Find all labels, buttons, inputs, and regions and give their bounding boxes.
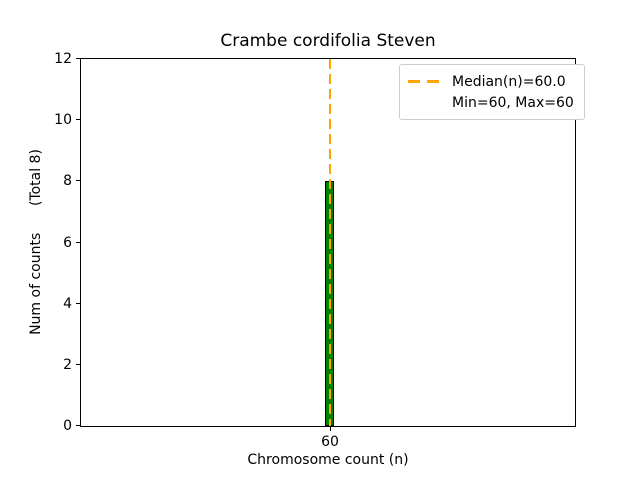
y-tick-mark [76, 364, 80, 365]
y-tick-mark [76, 242, 80, 243]
x-tick-mark [330, 427, 331, 431]
x-axis-label: Chromosome count (n) [247, 452, 409, 468]
y-tick-label: 10 [54, 112, 72, 128]
y-tick-mark [76, 119, 80, 120]
y-tick-label: 2 [63, 357, 72, 373]
median-line [329, 59, 331, 426]
y-tick-label: 4 [63, 296, 72, 312]
x-tick-label: 60 [321, 434, 339, 450]
legend-label: Min=60, Max=60 [452, 94, 574, 111]
legend-empty-handle [408, 101, 442, 104]
legend-dashed-line-handle [408, 80, 442, 83]
y-tick-mark [76, 58, 80, 59]
y-tick-label: 0 [63, 418, 72, 434]
y-tick-mark [76, 425, 80, 426]
y-tick-label: 8 [63, 173, 72, 189]
y-tick-mark [76, 303, 80, 304]
legend-row: Median(n)=60.0 [408, 71, 574, 92]
chart-title: Crambe cordifolia Steven [220, 31, 436, 51]
legend: Median(n)=60.0 Min=60, Max=60 [399, 64, 585, 120]
y-tick-mark [76, 180, 80, 181]
legend-row: Min=60, Max=60 [408, 92, 574, 113]
y-tick-label: 6 [63, 235, 72, 251]
legend-label: Median(n)=60.0 [452, 73, 566, 90]
y-tick-label: 12 [54, 51, 72, 67]
